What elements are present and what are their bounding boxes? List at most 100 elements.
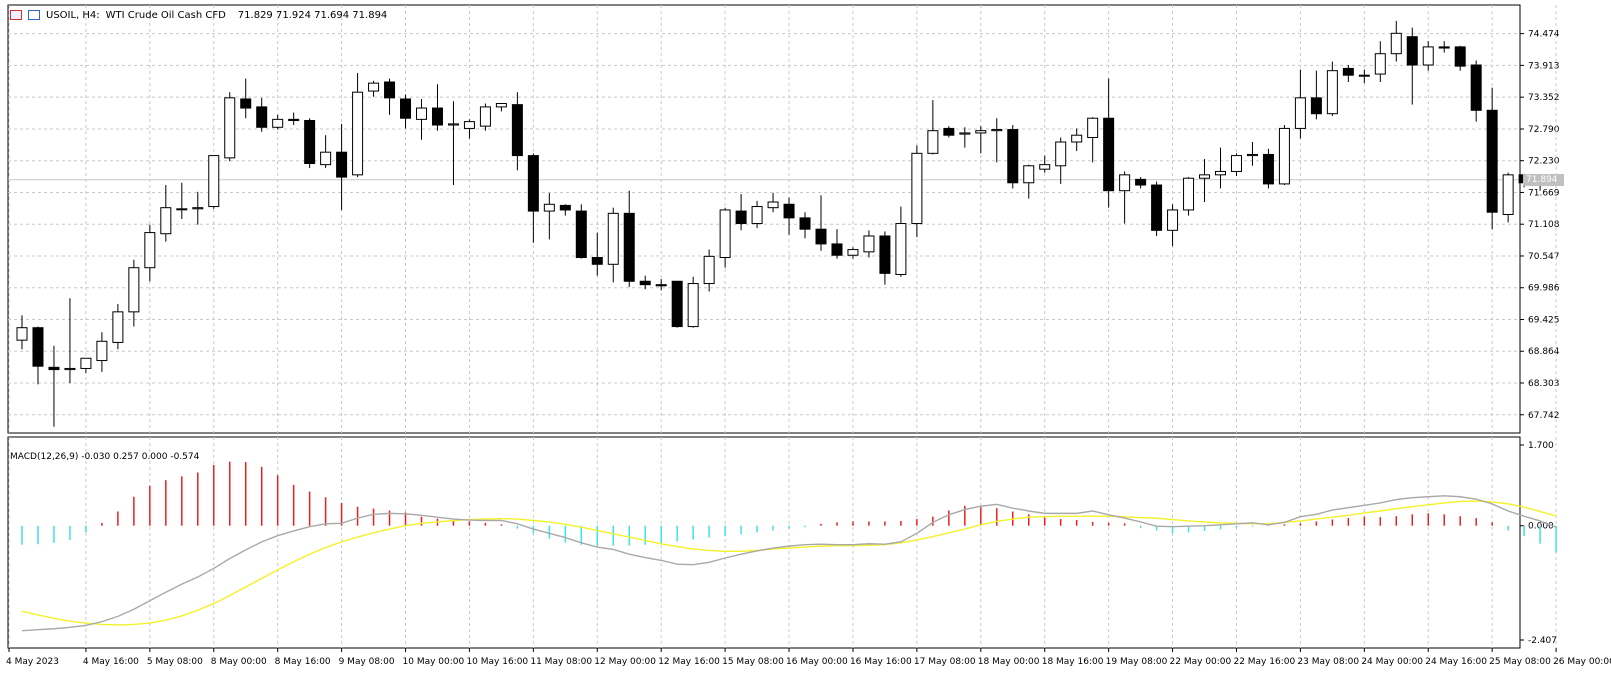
candle — [1390, 32, 1402, 55]
candle — [447, 123, 459, 126]
price-axis-label: 69.986 — [1528, 284, 1560, 294]
price-axis-label: 69.425 — [1528, 315, 1560, 325]
candle — [208, 155, 220, 208]
candle — [895, 223, 907, 275]
candle — [1342, 67, 1354, 76]
candle — [559, 204, 571, 211]
time-axis-label: 8 May 16:00 — [275, 657, 331, 667]
time-axis-label: 8 May 00:00 — [211, 657, 267, 667]
candle — [543, 203, 555, 212]
candle — [799, 217, 811, 230]
candle — [1135, 178, 1147, 186]
candle — [160, 207, 172, 235]
candle — [527, 155, 539, 212]
candle — [288, 118, 300, 121]
candle — [1278, 127, 1290, 185]
candle — [1215, 170, 1226, 176]
candle — [1294, 97, 1306, 129]
time-axis-label: 15 May 08:00 — [722, 657, 784, 667]
macd-indicator-label: MACD(12,26,9) -0.030 0.257 0.000 -0.574 — [10, 452, 200, 462]
time-axis-label: 18 May 00:00 — [978, 657, 1040, 667]
time-axis-label: 4 May 2023 — [6, 657, 59, 667]
candle — [751, 206, 763, 225]
candle — [463, 121, 475, 129]
candle — [879, 235, 891, 274]
price-pane[interactable] — [7, 4, 1521, 434]
ohlc-values: 71.829 71.924 71.694 71.894 — [237, 9, 388, 21]
candle — [607, 212, 619, 265]
time-axis-label: 22 May 00:00 — [1170, 657, 1232, 667]
candle — [112, 311, 124, 343]
candle — [1374, 53, 1386, 75]
time-axis-label: 26 May 00:00 — [1553, 657, 1611, 667]
macd-signal-line — [21, 500, 1557, 626]
candle — [719, 209, 731, 258]
candle — [1039, 164, 1051, 170]
candle — [240, 98, 252, 109]
candle — [1023, 165, 1035, 184]
candle — [975, 130, 987, 134]
price-axis-label: 68.864 — [1528, 347, 1560, 357]
macd-axis-label: 1.700 — [1528, 441, 1554, 451]
candle — [1167, 209, 1179, 231]
candle — [703, 255, 715, 285]
candle — [943, 127, 955, 136]
candle — [1119, 174, 1131, 192]
candle — [176, 208, 188, 211]
candle — [991, 129, 1003, 132]
candle — [416, 107, 427, 120]
candle — [687, 283, 699, 328]
candle — [831, 243, 843, 256]
time-axis-label: 19 May 08:00 — [1106, 657, 1168, 667]
candle — [1199, 174, 1211, 179]
candle — [495, 103, 507, 108]
candle — [847, 249, 859, 256]
time-axis-label: 25 May 08:00 — [1489, 657, 1551, 667]
candle — [1055, 141, 1067, 167]
candle — [1151, 184, 1163, 231]
candle — [639, 280, 651, 286]
price-axis-label: 73.913 — [1528, 61, 1560, 71]
candle — [400, 98, 412, 119]
time-axis-label: 22 May 16:00 — [1233, 657, 1295, 667]
last-price-tag: 71.894 — [1523, 173, 1564, 186]
candle — [1310, 97, 1322, 115]
candle — [1087, 117, 1099, 138]
candle — [1262, 153, 1274, 185]
candle — [1183, 177, 1195, 211]
time-axis-label: 16 May 16:00 — [850, 657, 912, 667]
candle — [863, 235, 875, 253]
candle — [1470, 64, 1482, 111]
macd-axis-label: -2.407 — [1528, 636, 1557, 646]
macd-pane[interactable] — [7, 436, 1521, 649]
candle — [16, 327, 28, 341]
candle — [927, 130, 939, 154]
time-axis-label: 24 May 16:00 — [1425, 657, 1487, 667]
candle — [144, 232, 156, 269]
macd-axis-label: 0.000 — [1528, 522, 1554, 532]
candle — [655, 284, 667, 287]
candle — [575, 210, 587, 258]
price-axis-label: 71.108 — [1528, 220, 1560, 230]
candle — [767, 201, 779, 209]
price-axis-label: 68.303 — [1528, 379, 1560, 389]
candle — [671, 280, 683, 328]
candle — [1326, 70, 1338, 115]
price-axis-label: 70.547 — [1528, 252, 1560, 262]
indicator-icon[interactable] — [28, 10, 40, 20]
time-axis-label: 18 May 16:00 — [1042, 657, 1104, 667]
chart-type-icon[interactable] — [10, 10, 22, 20]
candle — [96, 340, 108, 362]
time-axis-label: 16 May 00:00 — [786, 657, 848, 667]
candle — [256, 106, 268, 128]
symbol-label: USOIL, H4: — [46, 9, 100, 21]
time-axis-label: 10 May 00:00 — [403, 657, 465, 667]
candle — [336, 151, 348, 178]
price-axis-label: 71.669 — [1528, 188, 1560, 198]
candle — [1502, 174, 1514, 215]
time-axis-label: 24 May 00:00 — [1361, 657, 1423, 667]
candle — [320, 151, 332, 166]
time-axis-label: 12 May 16:00 — [658, 657, 720, 667]
candle — [384, 81, 396, 99]
